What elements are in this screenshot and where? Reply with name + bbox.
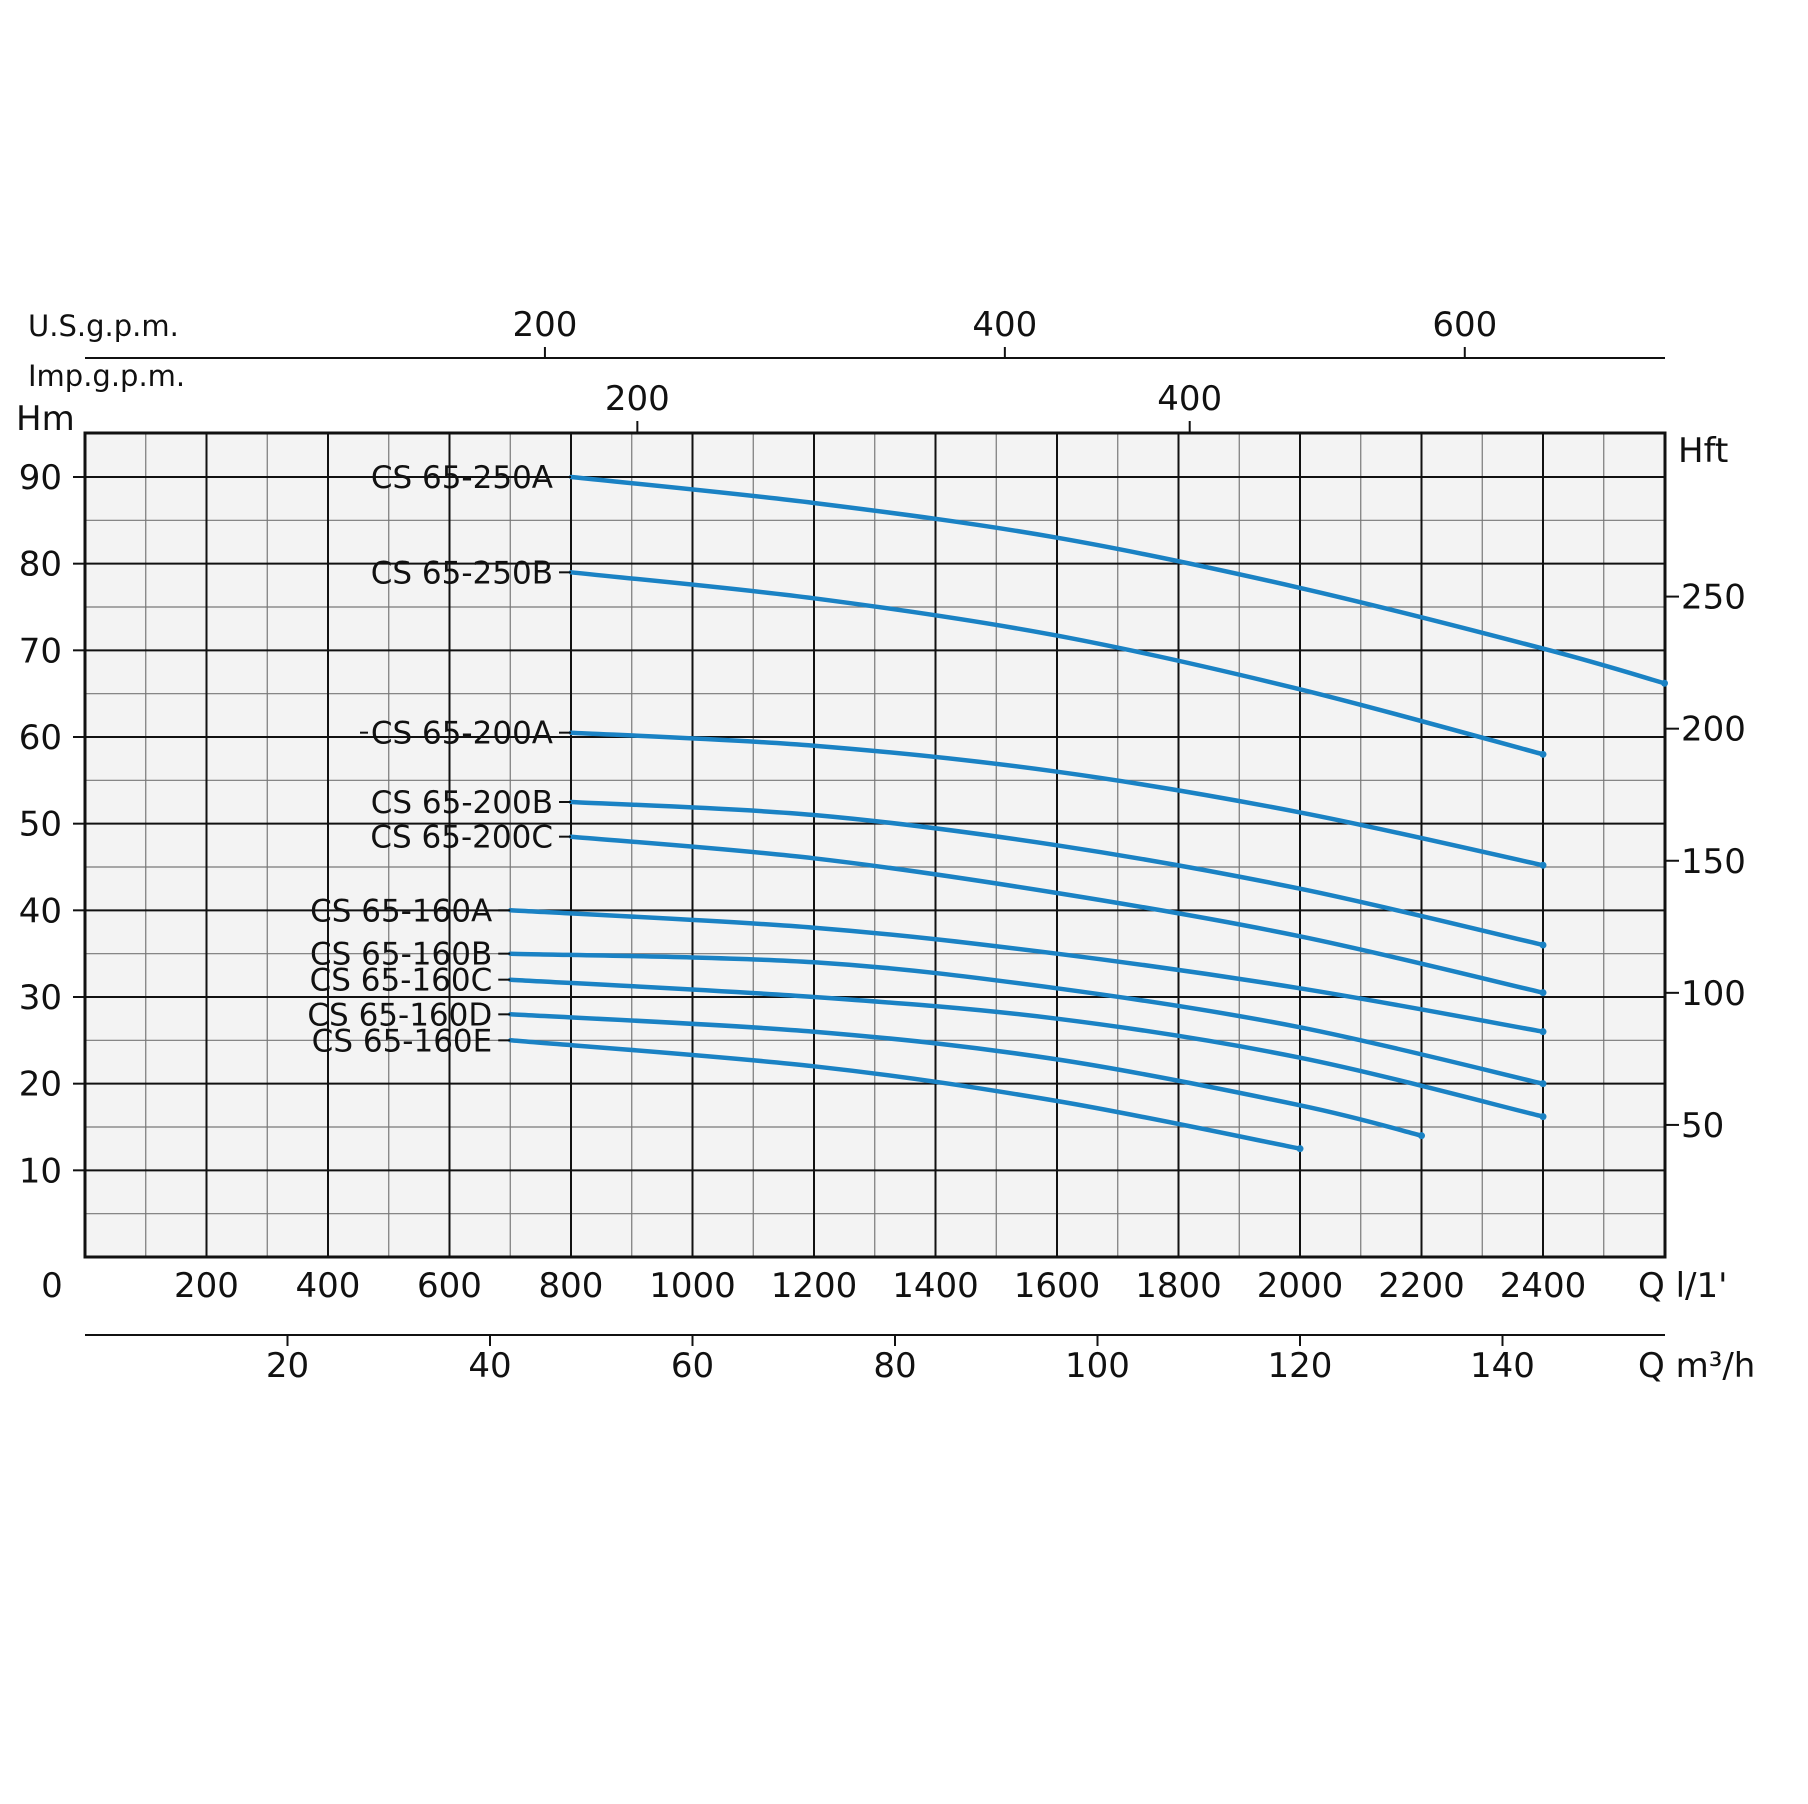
series-label: CS 65-160A [310, 893, 492, 929]
impgpm-tick-label: 400 [1157, 379, 1222, 419]
y-ticks-hm: 10 20 30 40 50 60 70 80 90 [19, 458, 85, 1191]
series-end-point [1296, 1145, 1304, 1153]
hft-tick-label: 150 [1681, 842, 1746, 882]
x-tick-label: 2200 [1378, 1266, 1465, 1306]
series-line [508, 977, 1546, 1119]
x-axis-title-lmin: Q l/1' [1638, 1266, 1727, 1306]
series-end-point [1539, 1080, 1547, 1088]
y-tick-label: 70 [19, 631, 62, 671]
impgpm-tick-label: 200 [605, 379, 670, 419]
series-line [568, 730, 1546, 868]
series-end-point [1539, 1028, 1547, 1036]
x-tick-label: 800 [539, 1266, 604, 1306]
series-label: CS 65-200B [371, 785, 553, 821]
series-end-point [1539, 861, 1547, 869]
m3h-tick-label: 120 [1268, 1346, 1333, 1386]
y-tick-label: 30 [19, 978, 62, 1018]
series-label: CS 65-160B [310, 937, 492, 973]
m3h-tick-label: 60 [671, 1346, 714, 1386]
series-line [508, 951, 1546, 1086]
x-ticks-lmin: 0 200 400 600 800 1000 1200 1400 1600 1800 2000 220… [41, 1266, 1586, 1306]
m3h-tick-label: 40 [468, 1346, 511, 1386]
series-end-point [1418, 1132, 1425, 1140]
m3h-tick-label: 140 [1470, 1346, 1535, 1386]
series-label: CS 65-160C [310, 963, 493, 999]
series-line [568, 570, 1546, 757]
y-tick-label: 40 [19, 891, 62, 931]
x-tick-label: 1200 [771, 1266, 858, 1306]
series-label: CS 65-160D [307, 997, 492, 1033]
x-tick-label: 2000 [1257, 1266, 1344, 1306]
series-label: CS 65-250A [371, 460, 553, 496]
y-tick-label: 50 [19, 805, 62, 845]
y-ticks-hft: 50 100 150 200 250 [1665, 578, 1746, 1146]
impgpm-axis-title: Imp.g.p.m. [28, 359, 185, 393]
m3h-tick-label: 100 [1065, 1346, 1130, 1386]
series-line [568, 834, 1546, 995]
hft-tick-label: 100 [1681, 974, 1746, 1014]
series-end-point [1539, 989, 1547, 997]
y-tick-label: 80 [19, 545, 62, 585]
x-tick-label: 0 [41, 1266, 63, 1306]
x-tick-label: 600 [417, 1266, 482, 1306]
y-tick-label: 90 [19, 458, 62, 498]
series-line [508, 908, 1546, 1034]
m3h-tick-label: 80 [873, 1346, 916, 1386]
x-axis-title-m3h: Q m³/h [1638, 1346, 1755, 1386]
y-axis-title-hft: Hft [1678, 431, 1728, 471]
y-tick-label: 20 [19, 1065, 62, 1105]
x-tick-label: 2400 [1500, 1266, 1587, 1306]
series-line [508, 1012, 1424, 1138]
series-end-point [1539, 750, 1547, 758]
x-tick-label: 200 [174, 1266, 239, 1306]
series-label: CS 65-250B [371, 555, 553, 591]
plot-frame [83, 431, 1667, 1259]
x-tick-label: 1600 [1014, 1266, 1101, 1306]
m3h-tick-label: 20 [266, 1346, 309, 1386]
series-end-point [1539, 941, 1547, 949]
usgpm-tick-label: 200 [512, 305, 577, 345]
x-tick-label: 1400 [892, 1266, 979, 1306]
series-line [568, 474, 1667, 686]
series-label: CS 65-200A [371, 716, 553, 752]
usgpm-tick-label: 600 [1432, 305, 1497, 345]
hft-tick-label: 200 [1681, 710, 1746, 750]
series-line [508, 1038, 1303, 1151]
hft-tick-label: 250 [1681, 578, 1746, 618]
x-ticks-m3h: 20 40 60 80 100 120 140 [266, 1335, 1535, 1386]
x-tick-label: 400 [296, 1266, 361, 1306]
x-tick-label: 1000 [649, 1266, 736, 1306]
series-label: CS 65-200C [370, 820, 553, 856]
usgpm-axis-title: U.S.g.p.m. [28, 309, 179, 343]
series-labels: CS 65-250A CS 65-250B CS 65-200A CS 65-200B… [307, 460, 571, 1059]
usgpm-tick-label: 400 [972, 305, 1037, 345]
y-tick-label: 10 [19, 1151, 62, 1191]
series-end-point [1539, 1113, 1547, 1121]
y-axis-title-hm: Hm [16, 399, 75, 439]
series-line [568, 799, 1546, 948]
series-lines [508, 474, 1668, 1153]
hft-tick-label: 50 [1681, 1106, 1724, 1146]
series-end-point [1661, 679, 1668, 687]
usgpm-ticks: 200 400 600 [512, 305, 1497, 358]
impgpm-ticks: 200 400 [605, 379, 1222, 433]
y-tick-label: 60 [19, 718, 62, 758]
series-label: CS 65-160E [312, 1023, 493, 1059]
x-tick-label: 1800 [1135, 1266, 1222, 1306]
